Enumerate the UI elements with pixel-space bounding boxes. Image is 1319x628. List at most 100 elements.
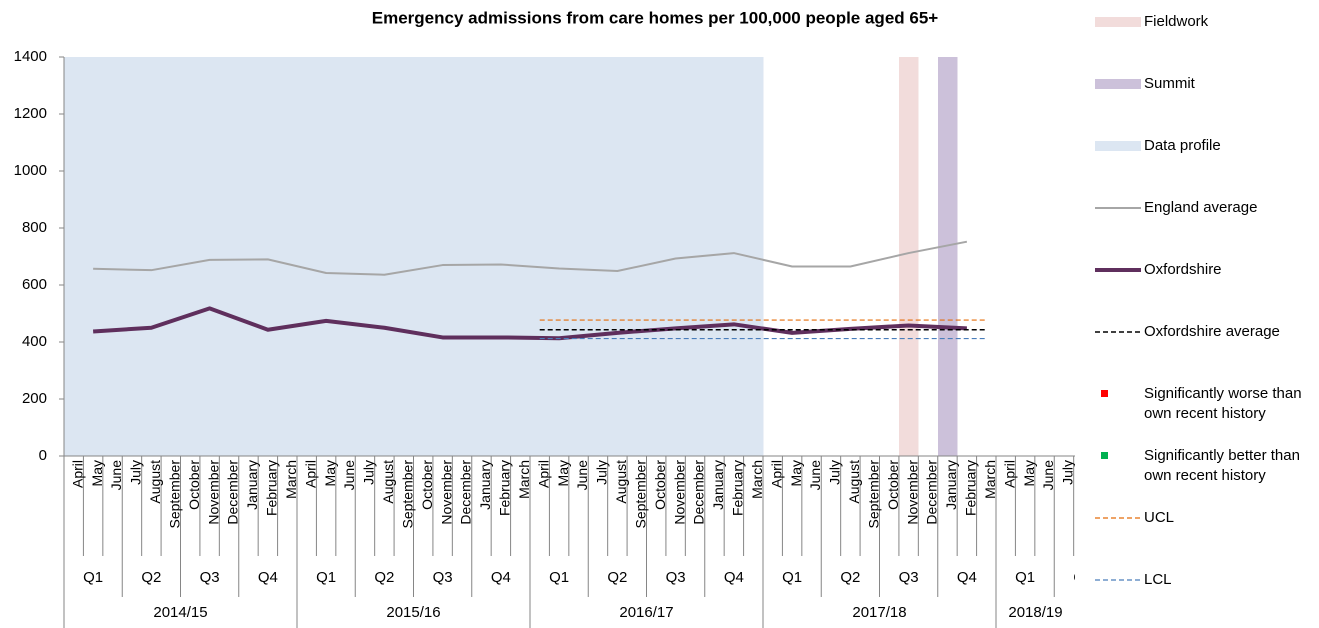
year-label: 2017/18 — [852, 604, 906, 621]
band — [432, 57, 453, 456]
band — [510, 57, 531, 456]
band — [335, 57, 356, 456]
legend-swatch — [1095, 141, 1141, 151]
x-tick-label: December — [924, 460, 940, 525]
band — [704, 57, 725, 456]
x-tick-label: April — [69, 460, 85, 488]
legend-label: Oxfordshire average — [1144, 323, 1280, 340]
quarter-label: Q2 — [607, 569, 627, 586]
quarter-label: Q1 — [316, 569, 336, 586]
x-tick-label: May — [788, 460, 804, 486]
year-label: 2015/16 — [386, 604, 440, 621]
band — [898, 57, 919, 456]
quarter-label: Q4 — [491, 569, 511, 586]
x-tick-label: February — [963, 460, 979, 516]
x-tick-label: March — [982, 460, 998, 499]
quarter-label: Q1 — [1015, 569, 1035, 586]
band — [355, 57, 375, 456]
band — [122, 57, 142, 456]
legend-swatch — [1095, 17, 1141, 27]
band — [394, 57, 414, 456]
x-tick-label: November — [671, 460, 687, 525]
band — [491, 57, 511, 456]
band — [258, 57, 278, 456]
x-tick-label: May — [89, 460, 105, 486]
x-tick-label: October — [186, 460, 202, 510]
legend-icon — [1095, 17, 1141, 27]
quarter-label: Q2 — [374, 569, 394, 586]
y-tick-label: 0 — [39, 447, 47, 464]
x-tick-label: December — [458, 460, 474, 525]
y-tick-label: 1400 — [14, 48, 47, 65]
x-tick-label: August — [613, 460, 629, 504]
x-tick-label: January — [477, 460, 493, 510]
y-tick-label: 1200 — [14, 105, 47, 122]
band — [316, 57, 337, 456]
series-line — [93, 240, 968, 276]
y-tick-label: 200 — [22, 390, 47, 407]
y-tick-label: 400 — [22, 333, 47, 350]
plot-area: April May June July August September October No… — [63, 57, 1093, 628]
x-tick-label: June — [1040, 460, 1056, 491]
legend-icon — [1095, 517, 1141, 519]
band — [83, 57, 104, 456]
quarter-label: Q4 — [258, 569, 278, 586]
legend-label: Data profile — [1144, 137, 1221, 154]
x-tick-label: May — [1021, 460, 1037, 486]
legend-label: Significantly better than own recent his… — [1144, 447, 1300, 484]
legend-icon — [1095, 207, 1141, 209]
series-line — [92, 306, 967, 341]
band — [530, 57, 550, 456]
legend-label: Oxfordshire — [1144, 261, 1222, 278]
legend-label: Fieldwork — [1144, 13, 1209, 30]
x-tick-label: April — [768, 460, 784, 488]
band — [937, 57, 958, 456]
band — [549, 57, 570, 456]
quarter-label: Q3 — [200, 569, 220, 586]
x-tick-label: January — [710, 460, 726, 510]
band — [665, 57, 686, 456]
x-tick-label: December — [691, 460, 707, 525]
quarter-label: Q3 — [433, 569, 453, 586]
legend-icon — [1095, 268, 1141, 272]
y-tick-label: 800 — [22, 219, 47, 236]
band — [607, 57, 628, 456]
quarter-label: Q1 — [83, 569, 103, 586]
x-tick-label: October — [419, 460, 435, 510]
legend-swatch — [1101, 390, 1108, 397]
x-tick-label: February — [497, 460, 513, 516]
x-tick-label: September — [865, 460, 881, 529]
band — [219, 57, 240, 456]
x-tick-label: April — [535, 460, 551, 488]
x-tick-label: September — [632, 460, 648, 529]
band — [568, 57, 589, 456]
band — [277, 57, 298, 456]
x-tick-label: November — [205, 460, 221, 525]
legend-label: Significantly worse than own recent hist… — [1144, 385, 1302, 422]
x-tick-label: June — [807, 460, 823, 491]
quarter-label: Q1 — [782, 569, 802, 586]
legend-icon — [1095, 579, 1141, 581]
quarter-label: Q4 — [957, 569, 977, 586]
legend-label: LCL — [1144, 571, 1172, 588]
band — [471, 57, 492, 456]
legend-label: UCL — [1144, 509, 1175, 526]
legend-swatch — [1095, 79, 1141, 89]
quarter-label: Q4 — [724, 569, 744, 586]
band — [588, 57, 608, 456]
x-tick-label: November — [904, 460, 920, 525]
x-tick-label: January — [244, 460, 260, 510]
legend-icon — [1095, 79, 1141, 89]
x-tick-label: September — [166, 460, 182, 529]
legend-label: England average — [1144, 199, 1258, 216]
x-tick-label: February — [264, 460, 280, 516]
quarter-label: Q2 — [1073, 569, 1093, 586]
legend-label: Summit — [1144, 75, 1195, 92]
band — [238, 57, 259, 456]
x-tick-label: November — [438, 460, 454, 525]
x-tick-label: August — [147, 460, 163, 504]
band — [161, 57, 181, 456]
x-tick-label: June — [341, 460, 357, 491]
y-tick-label: 1000 — [14, 162, 47, 179]
